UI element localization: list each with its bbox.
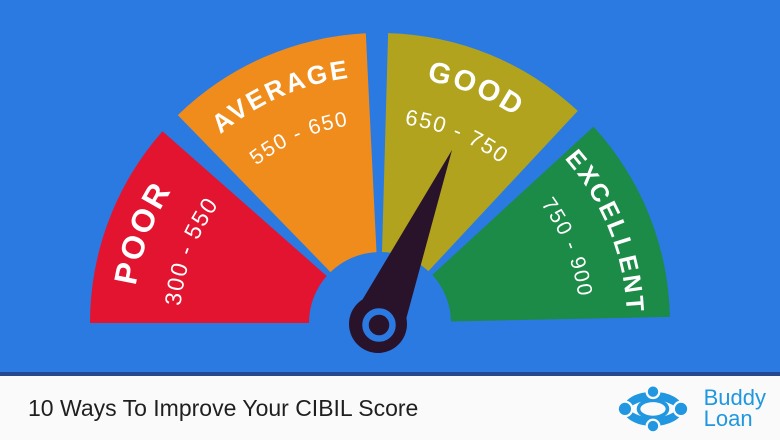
gauge-segment-excellent <box>432 126 670 322</box>
gauge-needle <box>349 150 452 353</box>
caption-bar: 10 Ways To Improve Your CIBIL Score Budd… <box>0 372 780 440</box>
caption-title: 10 Ways To Improve Your CIBIL Score <box>28 394 419 421</box>
brand-name-line1: Buddy <box>703 385 766 410</box>
needle-hub-ring <box>362 308 396 342</box>
buddy-loan-logo: Buddy Loan <box>615 379 766 437</box>
brand-name: Buddy Loan <box>703 385 766 431</box>
buddy-loan-logo-icon <box>616 384 690 434</box>
gauge-segment-average <box>177 33 377 273</box>
gauge-segment-poor <box>90 131 327 323</box>
brand-name-line2: Loan <box>703 406 753 431</box>
